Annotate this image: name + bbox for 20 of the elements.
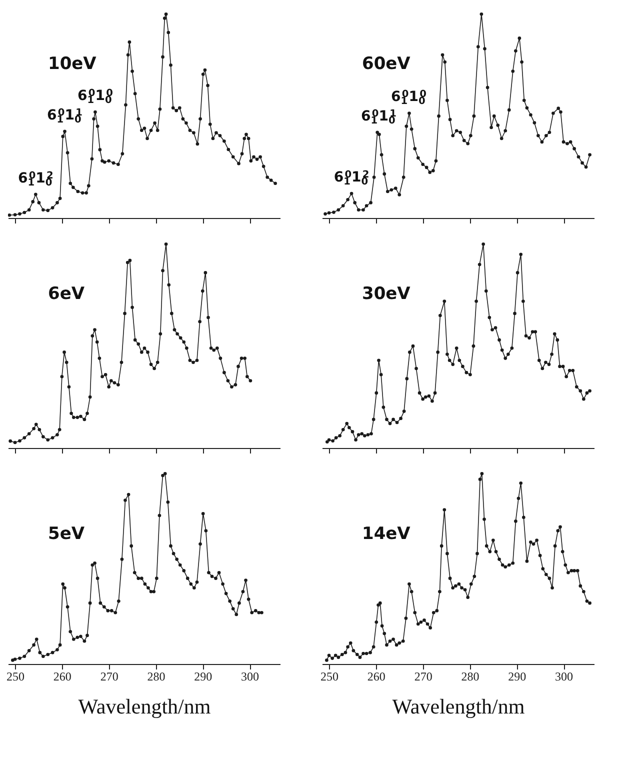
text: 6eV bbox=[48, 284, 86, 304]
x-axis-title: Wavelength/nm bbox=[78, 694, 211, 718]
text: 10eV bbox=[48, 54, 98, 74]
x-tick-label: 250 bbox=[320, 670, 339, 684]
text: 5eV bbox=[48, 524, 86, 544]
x-tick-label: 290 bbox=[194, 670, 212, 684]
x-tick-label: 260 bbox=[53, 670, 72, 684]
text: 30eV bbox=[362, 284, 412, 304]
x-tick-label: 280 bbox=[147, 670, 166, 684]
text: 60eV bbox=[362, 54, 412, 74]
text: 14eV bbox=[362, 524, 412, 544]
x-tick-label: 260 bbox=[367, 670, 386, 684]
x-tick-label: 270 bbox=[100, 670, 118, 684]
x-tick-label: 300 bbox=[241, 670, 260, 684]
x-tick-label: 250 bbox=[6, 670, 25, 684]
x-tick-label: 290 bbox=[508, 670, 526, 684]
x-tick-label: 300 bbox=[555, 670, 574, 684]
x-tick-label: 280 bbox=[461, 670, 480, 684]
x-axis-title: Wavelength/nm bbox=[392, 694, 525, 718]
x-tick-label: 270 bbox=[414, 670, 432, 684]
